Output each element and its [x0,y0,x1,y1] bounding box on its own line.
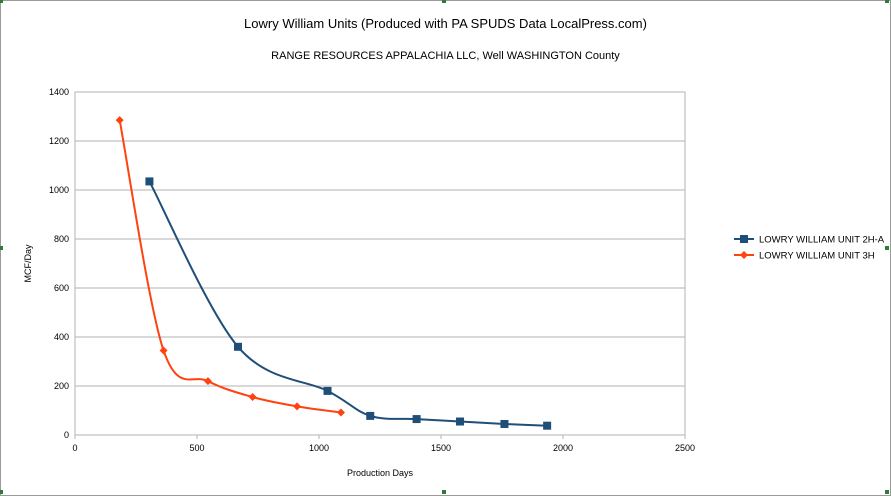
data-point [456,417,465,426]
data-point [248,393,257,402]
data-point [145,177,154,186]
series-line [118,119,342,414]
selection-handle[interactable] [885,246,889,250]
legend-swatch-marker [740,251,748,259]
x-tick-label: 0 [72,443,77,453]
x-tick-label: 2000 [553,443,573,453]
data-point [203,377,212,386]
data-point [233,342,242,351]
series-2 [115,116,345,417]
legend-swatch-marker [740,235,748,243]
y-tick-label: 0 [64,430,69,440]
legend: LOWRY WILLIAM UNIT 2H-A LOWRY WILLIAM UNI… [734,235,885,262]
y-tick-label: 1000 [49,185,69,195]
selection-handle[interactable] [0,246,3,250]
legend-item: LOWRY WILLIAM UNIT 3H [734,251,875,262]
legend-label: LOWRY WILLIAM UNIT 3H [759,251,875,262]
x-axis-label: Production Days [347,468,414,478]
selection-handle[interactable] [885,490,889,494]
y-tick-label: 1400 [49,87,69,97]
chart-title: Lowry William Units (Produced with PA SP… [244,16,647,31]
data-point [500,419,509,428]
x-tick-label: 2500 [675,443,695,453]
data-point [543,421,552,430]
selection-handle[interactable] [442,490,446,494]
data-point [115,116,124,125]
data-point [366,411,375,420]
data-point [159,346,168,355]
y-tick-label: 600 [54,283,69,293]
data-point [336,408,345,417]
selection-handle[interactable] [0,490,3,494]
series-line [148,180,548,427]
data-point [293,402,302,411]
y-tick-label: 400 [54,332,69,342]
y-tick-label: 800 [54,234,69,244]
legend-item: LOWRY WILLIAM UNIT 2H-A [734,235,885,246]
legend-label: LOWRY WILLIAM UNIT 2H-A [759,235,885,246]
series-1 [145,177,552,430]
plot-area [74,91,686,436]
x-tick-label: 1000 [309,443,329,453]
y-tick-label: 200 [54,381,69,391]
chart-subtitle: RANGE RESOURCES APPALACHIA LLC, Well WAS… [271,50,620,62]
data-point [323,386,332,395]
selection-handle[interactable] [442,0,446,3]
data-point [412,415,421,424]
selection-handle[interactable] [885,0,889,3]
x-tick-label: 500 [189,443,204,453]
x-tick-label: 1500 [431,443,451,453]
y-axis-label: MCF/Day [23,244,33,282]
selection-handle[interactable] [0,0,3,3]
y-tick-label: 1200 [49,136,69,146]
